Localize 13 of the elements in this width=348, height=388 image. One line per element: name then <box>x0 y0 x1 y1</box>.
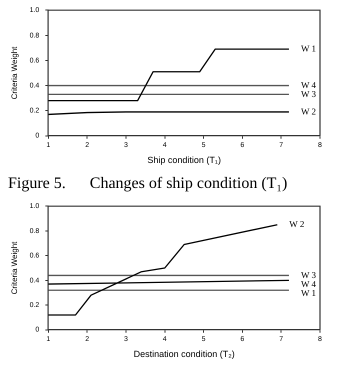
series-label: W 1 <box>300 43 316 54</box>
series-label: W 3 <box>300 270 317 280</box>
caption: Figure 5. Changes of ship condition (T₁) <box>7 174 288 194</box>
series-label: W 4 <box>300 80 317 90</box>
series-label: W 2 <box>300 106 316 116</box>
series-label: W 3 <box>300 88 317 99</box>
series-label: W 4 <box>300 278 317 289</box>
x-axis-title: Ship condition (T₁) <box>147 155 221 166</box>
series-label: W 2 <box>289 219 304 230</box>
y-axis-title: Criteria Weight <box>10 240 20 294</box>
x-axis-title: Destination condition (T₂) <box>134 349 235 360</box>
y-axis-title: Criteria Weight <box>10 46 20 100</box>
series-label: W 1 <box>300 288 316 298</box>
